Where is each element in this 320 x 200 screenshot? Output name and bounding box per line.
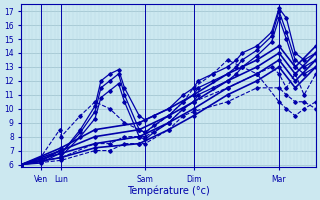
X-axis label: Température (°c): Température (°c) xyxy=(127,185,210,196)
